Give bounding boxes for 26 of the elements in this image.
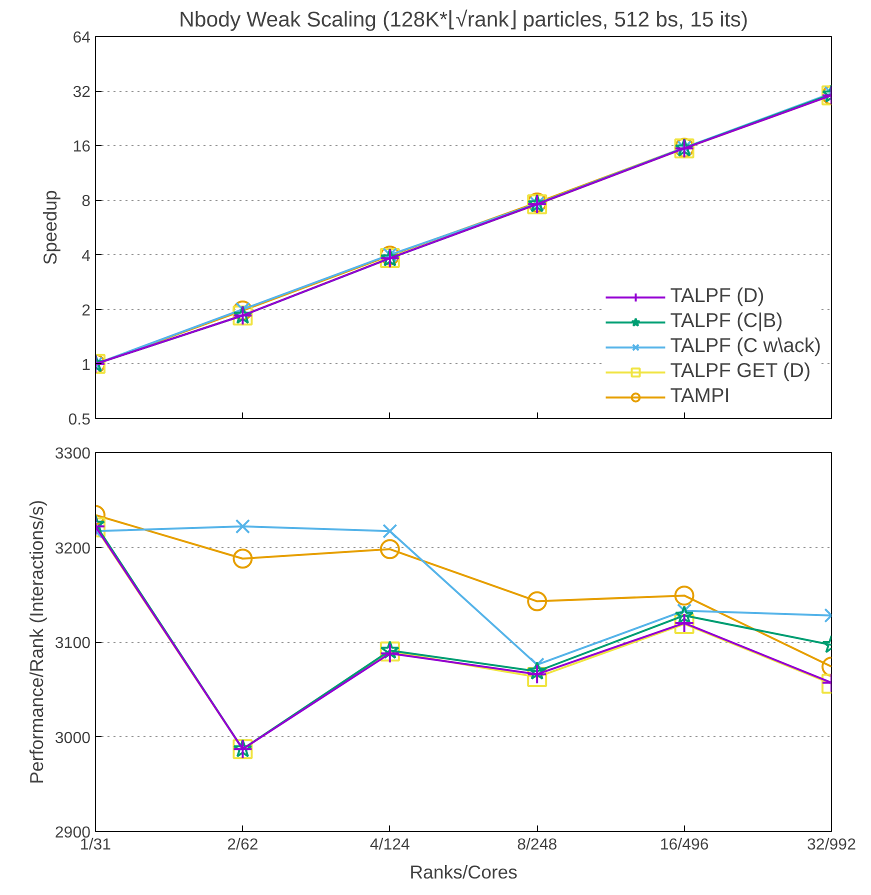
x-tick-label: 32/992 bbox=[807, 836, 856, 854]
y-tick-label: 1 bbox=[82, 356, 91, 374]
y-tick-label: 0.5 bbox=[68, 412, 91, 428]
x-tick-label: 2/62 bbox=[227, 836, 258, 854]
x-axis-title: Ranks/Cores bbox=[410, 862, 518, 882]
y-tick-label: 2 bbox=[82, 302, 91, 320]
y-tick-label: 4 bbox=[82, 248, 91, 265]
y-tick-label: 16 bbox=[72, 138, 91, 156]
y-tick-label: 3200 bbox=[54, 540, 91, 558]
y-axis-title: Performance/Rank (Interactions/s) bbox=[26, 500, 47, 784]
legend-label: TALPF (C w\ack) bbox=[670, 335, 821, 358]
x-tick-label: 16/496 bbox=[660, 836, 709, 854]
legend-label: TALPF (C|B) bbox=[670, 310, 783, 333]
y-tick-label: 8 bbox=[82, 193, 91, 210]
x-tick-label: 8/248 bbox=[517, 836, 558, 854]
legend-label: TALPF (D) bbox=[670, 285, 764, 308]
y-tick-label: 3100 bbox=[54, 635, 91, 652]
y-axis-title: Speedup bbox=[39, 190, 60, 265]
y-tick-label: 3000 bbox=[54, 730, 91, 747]
y-tick-label: 3300 bbox=[54, 446, 91, 462]
y-tick-label: 32 bbox=[72, 84, 91, 102]
legend-label: TALPF GET (D) bbox=[670, 360, 811, 383]
chart-title: Nbody Weak Scaling (128K*⌊√rank⌋ particles, 512 bs, 15 its) bbox=[178, 8, 748, 32]
y-tick-label: 64 bbox=[72, 30, 91, 46]
x-tick-label: 4/124 bbox=[370, 836, 410, 854]
legend-label: TAMPI bbox=[670, 385, 730, 408]
